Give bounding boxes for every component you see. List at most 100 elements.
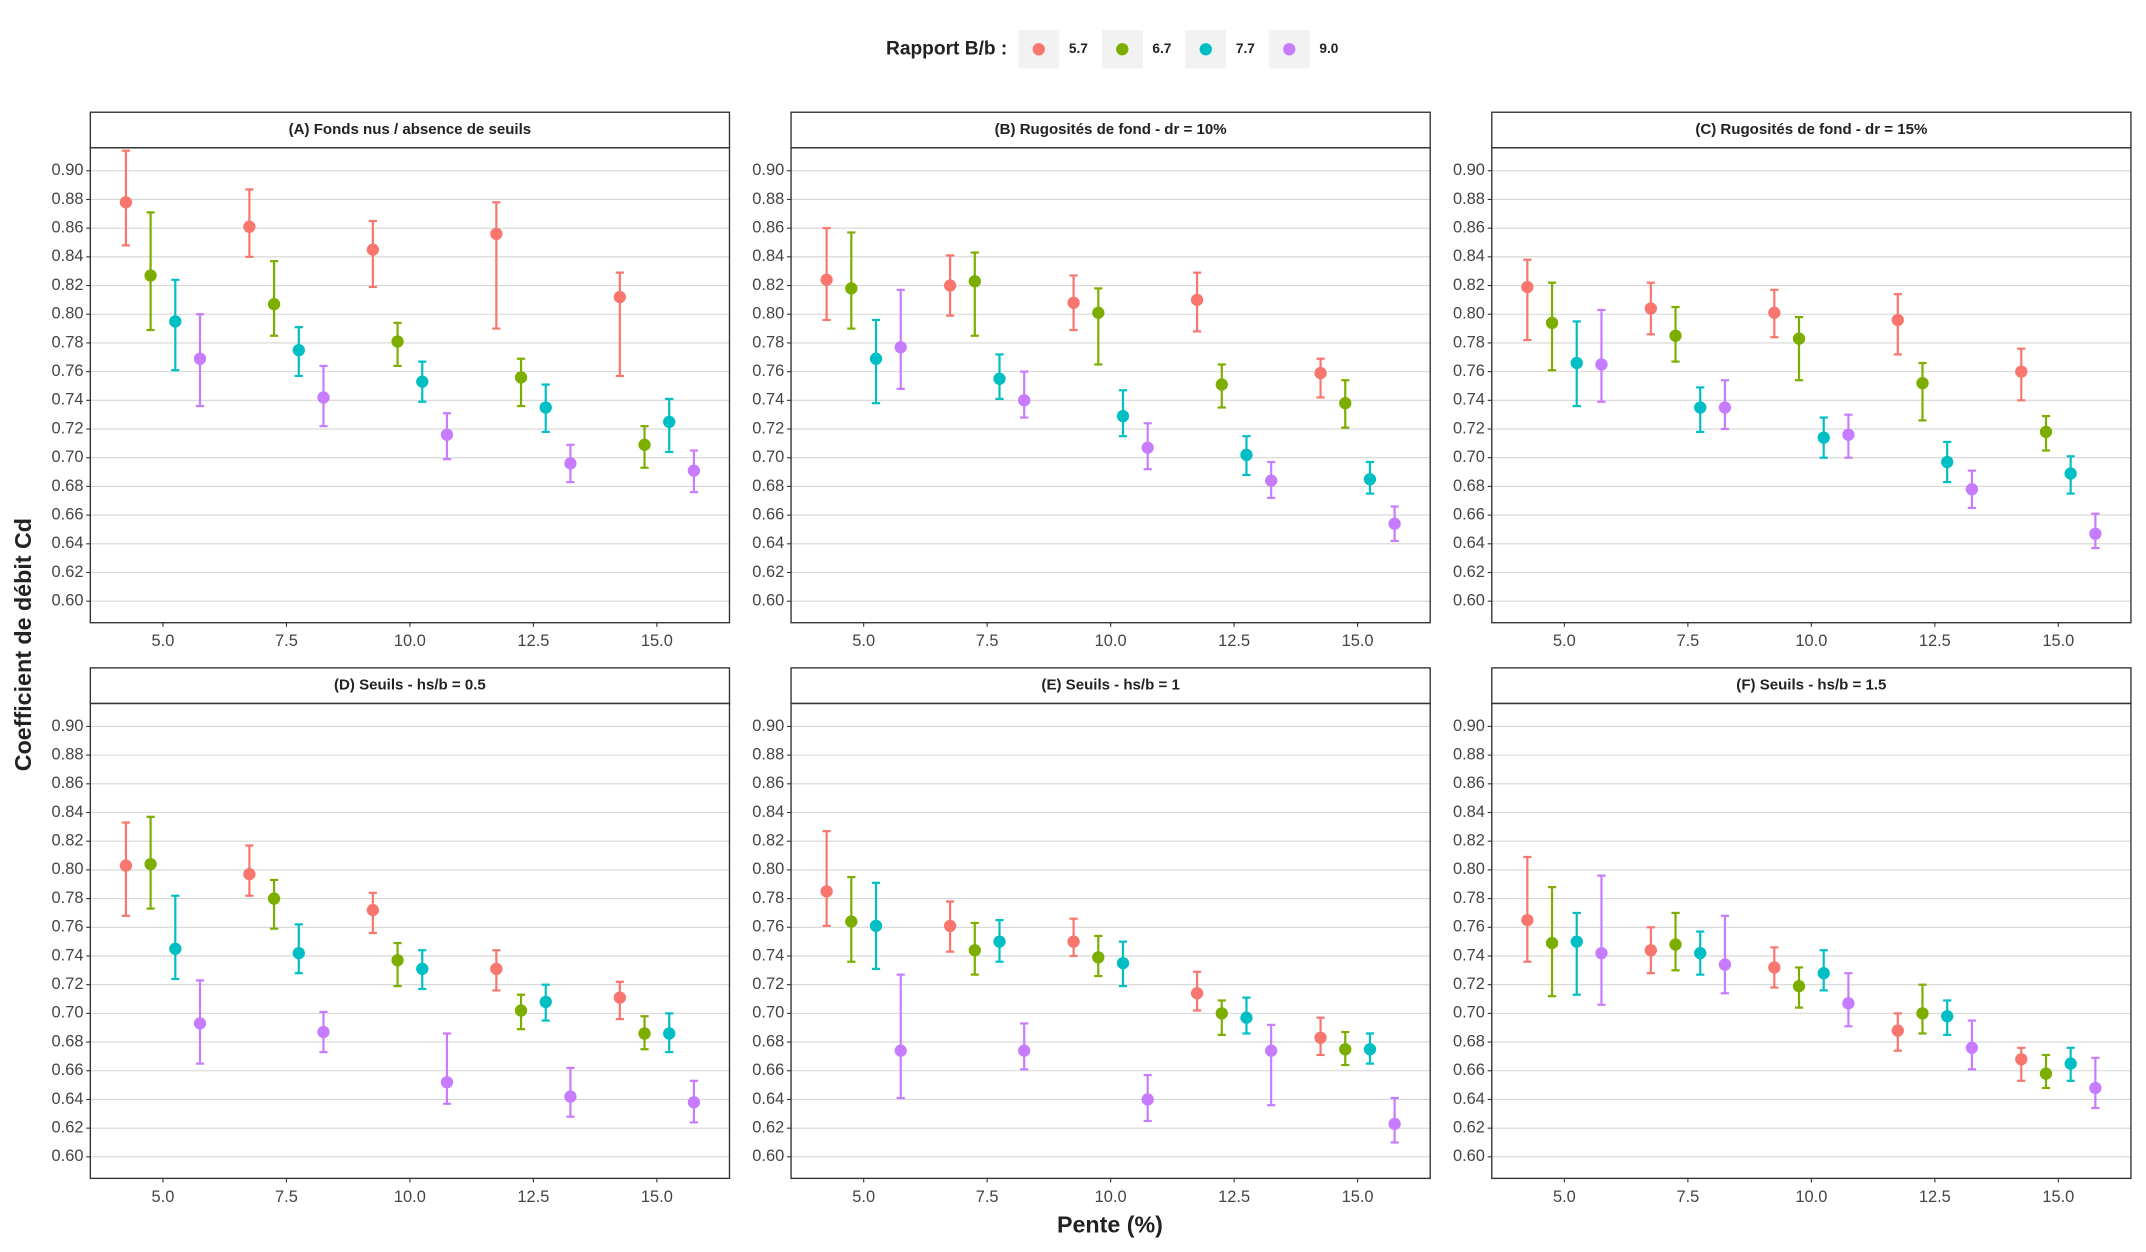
y-tick-label: 0.84 — [52, 803, 84, 821]
x-tick-label: 7.5 — [1676, 1188, 1699, 1206]
y-tick-label: 0.90 — [52, 161, 84, 179]
point — [317, 1025, 330, 1039]
y-tick-label: 0.90 — [1453, 717, 1485, 735]
point — [539, 995, 552, 1009]
panel-title: (F) Seuils - hs/b = 1.5 — [1736, 677, 1886, 694]
panel-title: (B) Rugosités de fond - dr = 10% — [995, 121, 1227, 138]
y-tick-label: 0.84 — [1453, 247, 1485, 265]
point — [440, 428, 454, 441]
y-tick-label: 0.76 — [1453, 918, 1485, 936]
y-tick-label: 0.86 — [52, 774, 84, 792]
panel-title: (A) Fonds nus / absence de seuils — [289, 121, 531, 138]
error-bar — [1597, 308, 1606, 403]
point — [894, 1044, 907, 1057]
point — [1018, 394, 1031, 407]
point — [490, 962, 503, 976]
error-bar — [1523, 258, 1532, 342]
point — [1941, 1010, 1954, 1023]
point — [993, 372, 1006, 385]
y-tick-label: 0.74 — [752, 946, 784, 964]
x-tick-label: 12.5 — [517, 632, 549, 650]
point — [514, 371, 528, 384]
y-tick-label: 0.78 — [1453, 889, 1485, 907]
panel-border — [89, 702, 731, 1180]
panel-border — [790, 147, 1431, 624]
legend-label: 6.7 — [1152, 41, 1171, 56]
point — [193, 352, 207, 365]
y-axis-title: Coefficient de débit Cd — [10, 518, 36, 771]
y-tick-label: 0.80 — [752, 305, 784, 323]
panel-border — [1491, 702, 2132, 1180]
panel-title: (C) Rugosités de fond - dr = 15% — [1695, 121, 1927, 138]
error-bar — [970, 251, 979, 337]
error-bar — [847, 231, 856, 330]
y-tick-label: 0.88 — [1453, 190, 1485, 208]
y-tick-label: 0.62 — [1453, 563, 1485, 581]
error-bar — [442, 1032, 452, 1105]
y-tick-label: 0.72 — [1453, 419, 1485, 437]
error-bar — [896, 288, 905, 390]
y-tick-label: 0.70 — [752, 1004, 784, 1022]
y-tick-label: 0.90 — [1453, 161, 1485, 179]
point — [1521, 913, 1534, 927]
y-tick-label: 0.84 — [1453, 803, 1485, 821]
panel-border — [1491, 147, 2132, 624]
point — [1116, 409, 1130, 423]
panel-title: (E) Seuils - hs/b = 1 — [1041, 677, 1179, 694]
point — [317, 391, 330, 404]
panel-border — [89, 147, 731, 624]
x-tick-label: 12.5 — [517, 1188, 549, 1206]
point — [845, 282, 858, 295]
error-bar — [171, 894, 180, 981]
y-tick-label: 0.78 — [752, 889, 784, 907]
point — [1265, 1044, 1278, 1057]
y-tick-label: 0.88 — [752, 745, 784, 763]
y-tick-label: 0.82 — [752, 276, 784, 294]
point — [366, 243, 380, 256]
y-tick-label: 0.60 — [1453, 592, 1485, 610]
error-bar — [615, 271, 624, 378]
x-tick-label: 12.5 — [1218, 1188, 1250, 1206]
y-tick-label: 0.90 — [52, 717, 84, 735]
error-bar — [1918, 361, 1927, 422]
point — [820, 885, 833, 898]
y-tick-label: 0.78 — [52, 889, 84, 907]
point — [391, 335, 404, 348]
y-tick-label: 0.64 — [752, 534, 784, 552]
point — [1388, 517, 1401, 530]
y-tick-label: 0.80 — [1453, 860, 1485, 878]
point — [1190, 987, 1204, 1000]
point — [1669, 938, 1682, 951]
point — [2064, 1057, 2077, 1070]
point — [1817, 967, 1830, 980]
error-bar — [492, 201, 501, 330]
point — [1215, 378, 1228, 391]
y-tick-label: 0.82 — [1453, 276, 1485, 294]
point — [1965, 1041, 1979, 1054]
point — [1570, 356, 1583, 370]
point — [1314, 366, 1327, 380]
legend-marker — [1199, 43, 1212, 56]
point — [539, 401, 552, 414]
y-tick-label: 0.72 — [1453, 975, 1485, 993]
point — [1595, 358, 1608, 371]
y-tick-label: 0.68 — [52, 477, 84, 495]
y-tick-label: 0.84 — [52, 247, 84, 265]
y-tick-label: 0.60 — [1453, 1147, 1485, 1165]
point — [1314, 1031, 1327, 1044]
x-tick-label: 7.5 — [976, 1188, 999, 1206]
point — [1644, 944, 1657, 957]
legend-marker — [1032, 43, 1045, 56]
point — [968, 275, 981, 288]
point — [820, 273, 833, 286]
point — [267, 892, 281, 905]
y-tick-label: 0.68 — [752, 1032, 784, 1050]
y-tick-label: 0.86 — [752, 774, 784, 792]
x-tick-label: 5.0 — [1553, 1188, 1576, 1206]
y-tick-label: 0.78 — [1453, 333, 1485, 351]
y-tick-label: 0.64 — [52, 534, 84, 552]
y-tick-label: 0.84 — [752, 803, 784, 821]
point — [1141, 1093, 1154, 1106]
point — [1265, 474, 1278, 487]
x-tick-label: 5.0 — [152, 632, 175, 650]
